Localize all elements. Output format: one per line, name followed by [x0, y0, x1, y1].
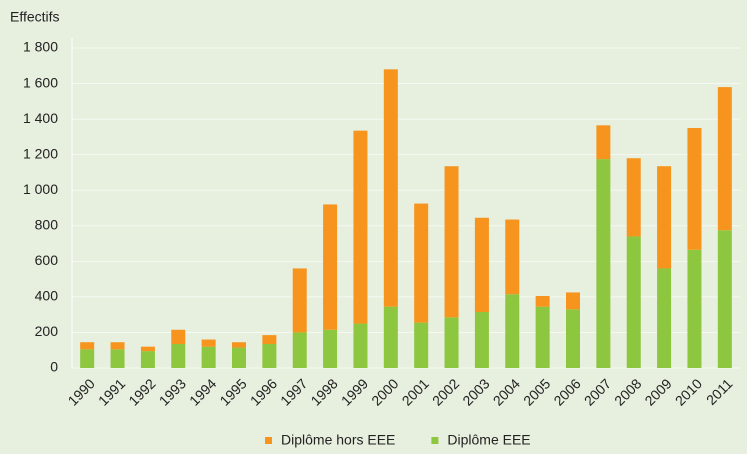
bar-segment — [657, 166, 672, 269]
bar-segment — [505, 219, 520, 295]
x-tick-label: 1994 — [186, 375, 219, 408]
x-tick-label: 2011 — [703, 375, 736, 408]
bar-segment — [171, 329, 186, 344]
y-tick-label: 1 600 — [23, 74, 58, 90]
x-tick-label: 2001 — [399, 375, 432, 408]
bar-segment — [444, 166, 459, 318]
bar-segment — [80, 342, 95, 350]
bar-segment — [626, 236, 641, 368]
bar-segment — [171, 344, 186, 368]
bar-segment — [292, 332, 307, 368]
x-tick-label: 2004 — [490, 375, 523, 408]
bar-segment — [323, 204, 338, 330]
x-tick-label: 2008 — [611, 375, 644, 408]
bar-segment — [292, 268, 307, 333]
bar-segment — [110, 349, 125, 368]
bar-segment — [262, 335, 277, 344]
bar-segment — [596, 125, 611, 160]
bar-segment — [201, 346, 216, 368]
legend-label: Diplôme EEE — [447, 432, 530, 448]
legend-swatch — [431, 437, 439, 444]
x-tick-label: 2002 — [429, 375, 462, 408]
y-tick-label: 1 800 — [23, 39, 58, 55]
bar-segment — [353, 130, 368, 324]
bar-segment — [474, 217, 489, 312]
y-tick-label: 600 — [35, 252, 59, 268]
x-tick-label: 1992 — [125, 375, 158, 408]
bar-segment — [566, 292, 580, 310]
bar-segment — [717, 230, 732, 368]
bar-segment — [201, 339, 216, 347]
x-tick-label: 1997 — [277, 375, 310, 408]
y-axis-label: Effectifs — [10, 9, 60, 25]
x-tick-label: 2009 — [641, 375, 674, 408]
y-tick-label: 1 200 — [23, 145, 58, 161]
bar-segment — [323, 329, 338, 368]
bar-segment — [353, 323, 368, 368]
y-tick-label: 1 000 — [23, 181, 58, 197]
bar-segment — [444, 317, 459, 368]
x-tick-label: 2003 — [459, 375, 492, 408]
x-tick-label: 1998 — [307, 375, 340, 408]
bar-segment — [717, 87, 732, 231]
bar-segment — [140, 346, 155, 352]
bar-segment — [232, 347, 246, 368]
y-tick-label: 200 — [35, 323, 59, 339]
y-tick-label: 800 — [35, 216, 59, 232]
bar-segment — [80, 349, 95, 368]
legend-swatch — [265, 437, 272, 444]
y-tick-label: 400 — [35, 288, 59, 304]
y-tick-label: 0 — [50, 359, 58, 375]
bar-segment — [657, 268, 672, 368]
x-tick-label: 2007 — [581, 375, 614, 408]
bar-segment — [626, 158, 641, 237]
bar-segment — [596, 159, 611, 368]
x-tick-label: 1995 — [216, 375, 249, 408]
x-tick-label: 1999 — [338, 375, 371, 408]
bar-segment — [687, 249, 702, 368]
legend-label: Diplôme hors EEE — [281, 432, 395, 448]
x-tick-label: 2006 — [550, 375, 583, 408]
x-tick-label: 1990 — [65, 375, 98, 408]
bar-segment — [566, 309, 580, 368]
bar-segment — [383, 306, 398, 368]
x-tick-label: 2005 — [520, 375, 553, 408]
bar-segment — [535, 306, 550, 368]
bar-segment — [687, 128, 702, 250]
x-tick-label: 2010 — [672, 375, 705, 408]
bar-segment — [505, 294, 520, 368]
x-tick-label: 2000 — [368, 375, 401, 408]
y-tick-label: 1 400 — [23, 110, 58, 126]
bar-segment — [262, 344, 277, 368]
bar-segment — [414, 203, 429, 323]
bar-segment — [383, 69, 398, 307]
bar-segment — [414, 322, 429, 368]
x-tick-label: 1993 — [156, 375, 189, 408]
bar-segment — [232, 342, 246, 348]
x-tick-label: 1996 — [247, 375, 280, 408]
x-tick-label: 1991 — [95, 375, 128, 408]
bar-segment — [140, 351, 155, 368]
bar-segment — [535, 296, 550, 307]
bar-segment — [110, 342, 125, 350]
bar-segment — [474, 312, 489, 368]
